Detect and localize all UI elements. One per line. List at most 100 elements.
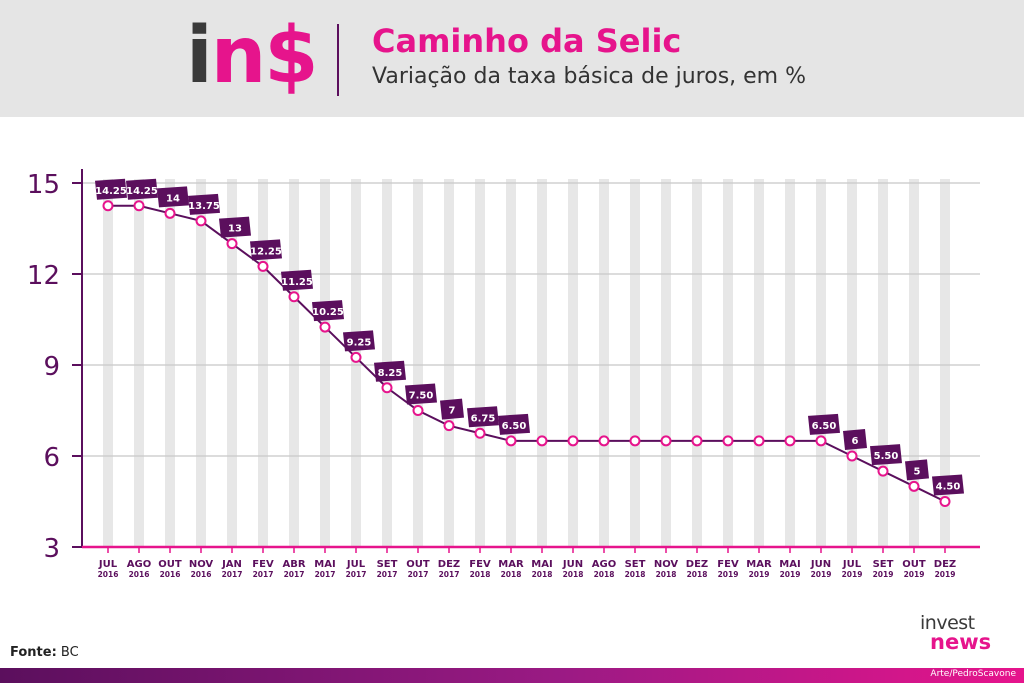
data-label-flag [843,429,867,450]
x-tick-month: JUN [562,559,583,570]
x-tick-year: 2019 [749,570,770,579]
data-label: 6.50 [808,413,840,435]
data-label-text: 6.75 [471,413,496,424]
data-label-flag [126,178,158,200]
x-tick-month: NOV [654,559,679,570]
data-point [815,435,827,447]
data-label-flag [95,178,127,200]
x-tick-year: 2018 [625,570,646,579]
x-tick-year: 2017 [377,570,398,579]
x-tick-year: 2016 [129,570,150,579]
data-point [443,420,455,432]
data-point [629,435,641,447]
data-point [784,435,796,447]
data-label-flag [312,300,344,322]
data-label-text: 7.50 [409,391,434,402]
x-tick-year: 2016 [160,570,181,579]
x-tick-year: 2018 [563,570,584,579]
data-point [195,215,207,227]
data-point [164,207,176,219]
x-tick-month: ABR [282,559,305,570]
data-point [350,351,362,363]
data-label-text: 14.25 [126,186,158,197]
data-label-text: 13.75 [188,201,220,212]
data-point [102,200,114,212]
x-tick-month: OUT [406,559,430,570]
x-tick-month: MAI [531,559,552,570]
x-tick-year: 2019 [811,570,832,579]
data-label-text: 6.50 [502,421,527,432]
data-label-flag [343,330,375,352]
data-label-flag [870,444,902,466]
x-tick-year: 2019 [904,570,925,579]
header-banner: in$ Caminho da Selic Variação da taxa bá… [0,0,1024,117]
x-tick-month: AGO [127,559,151,570]
x-tick-month: AGO [592,559,616,570]
data-label: 5 [905,459,929,481]
x-tick-year: 2019 [873,570,894,579]
data-label-flag [219,216,251,238]
data-label-flag [250,239,282,261]
data-point [474,427,486,439]
data-label-flag [467,406,499,428]
y-tick-label: 6 [43,443,60,473]
data-label: 14.25 [126,178,158,200]
data-point [319,321,331,333]
x-tick-year: 2016 [98,570,119,579]
column-stripe [506,179,516,547]
column-stripe [351,179,361,547]
source-value: BC [60,645,79,660]
x-tick-year: 2016 [191,570,212,579]
data-label-text: 14 [166,193,180,204]
y-tick-label: 15 [27,170,60,200]
data-label: 5.50 [870,444,902,466]
data-label-text: 6 [852,436,859,447]
data-point [908,480,920,492]
data-label-flag [440,398,464,420]
data-point [753,435,765,447]
x-tick-month: FEV [252,559,274,570]
x-tick-month: JUN [810,559,831,570]
data-label: 9.25 [343,330,375,352]
data-label: 8.25 [374,360,406,382]
source-label: Fonte: [10,645,57,660]
data-point [877,465,889,477]
x-tick-year: 2017 [284,570,305,579]
data-label-text: 6.50 [812,421,837,432]
x-tick-month: FEV [717,559,739,570]
brand-invest: invest [920,612,975,634]
x-tick-year: 2017 [315,570,336,579]
data-point [257,260,269,272]
data-label-text: 9.25 [347,337,372,348]
column-stripe [134,179,144,547]
column-stripe [878,179,888,547]
x-tick-year: 2017 [408,570,429,579]
data-label: 6.75 [467,406,499,428]
column-stripe [258,179,268,547]
x-tick-month: OUT [902,559,926,570]
data-point [660,435,672,447]
selic-series-line [108,204,946,503]
column-stripe [599,179,609,547]
data-point [505,435,517,447]
data-label: 10.25 [312,300,344,322]
data-label: 11.25 [281,269,313,291]
column-stripe [537,179,547,547]
data-label-flag [374,360,406,382]
data-point [381,382,393,394]
data-label: 4.50 [932,474,964,496]
chart-subtitle: Variação da taxa básica de juros, em % [372,64,807,89]
data-label-text: 12.25 [250,246,282,257]
x-tick-month: OUT [158,559,182,570]
x-tick-month: MAI [779,559,800,570]
x-tick-month: MAI [314,559,335,570]
data-label: 7 [440,398,464,420]
data-label-text: 8.25 [378,368,403,379]
x-tick-year: 2019 [935,570,956,579]
x-tick-month: JUL [98,559,118,570]
column-stripe [196,179,206,547]
column-stripe [816,179,826,547]
data-point [722,435,734,447]
x-tick-month: JUL [842,559,862,570]
column-stripe [475,179,485,547]
